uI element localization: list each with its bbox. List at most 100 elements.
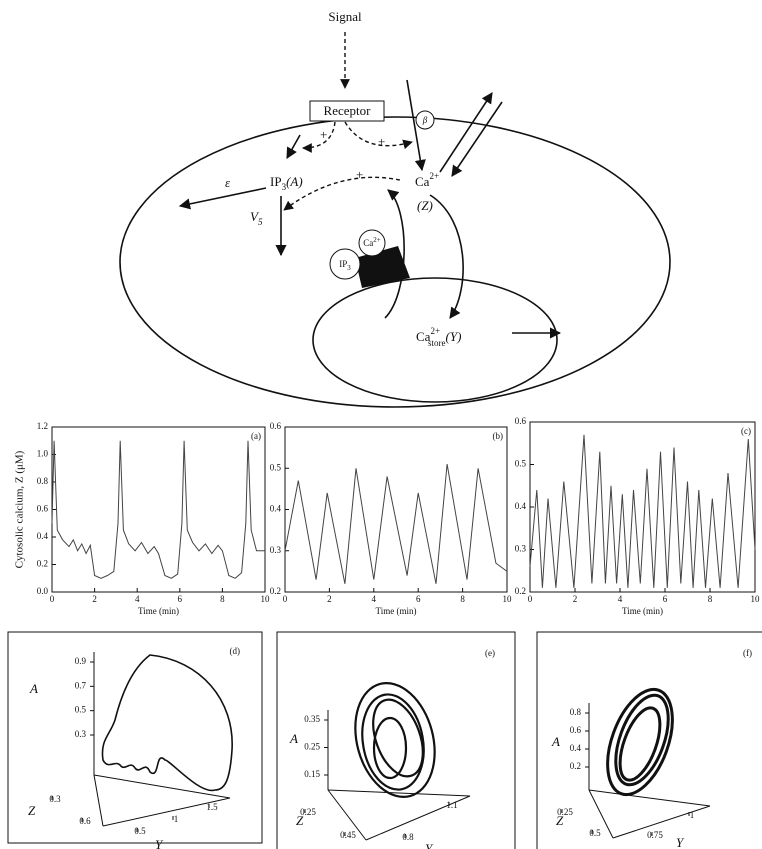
tick-label: 0.45 xyxy=(340,830,356,840)
tick-label: 0.8 xyxy=(402,832,414,842)
tick-label: 0.3 xyxy=(75,729,87,739)
panel-label: (e) xyxy=(485,648,495,658)
t: 2+ xyxy=(430,326,440,336)
tick-label: 0.6 xyxy=(570,725,582,735)
arrow xyxy=(287,135,300,158)
x-tick-label: 0 xyxy=(283,594,288,604)
tick-label: 1 xyxy=(174,814,179,824)
x-tick-label: 0 xyxy=(528,594,533,604)
axis xyxy=(328,790,470,796)
axis-label: Z xyxy=(556,813,564,828)
v5-label: V5 xyxy=(250,209,263,227)
axis xyxy=(94,775,103,826)
axis-label: A xyxy=(289,731,298,746)
x-tick-label: 10 xyxy=(261,594,271,604)
store-label: Ca2+store(Y) xyxy=(416,326,461,348)
panel-label: (a) xyxy=(251,431,261,441)
y-tick-label: 0.6 xyxy=(515,416,527,426)
x-tick-label: 4 xyxy=(135,594,140,604)
tick-label: 0.15 xyxy=(304,769,320,779)
y-tick-label: 0.6 xyxy=(270,421,282,431)
x-axis-label: Time (min) xyxy=(622,606,663,616)
trajectory xyxy=(102,655,232,790)
axis-label: Y xyxy=(425,841,434,849)
tick-label: 0.4 xyxy=(570,743,582,753)
ca-label: Ca2+ xyxy=(415,171,439,189)
t: (Y) xyxy=(446,329,462,344)
axis xyxy=(589,790,710,806)
y-tick-label: 0.2 xyxy=(515,586,526,596)
t: IP xyxy=(339,259,347,269)
x-tick-label: 6 xyxy=(178,594,183,604)
x-tick-label: 10 xyxy=(503,594,513,604)
x-tick-label: 8 xyxy=(708,594,713,604)
tick-label: 0.35 xyxy=(304,714,320,724)
x-tick-label: 6 xyxy=(663,594,668,604)
y-axis-label: Cytosolic calcium, Z (μM) xyxy=(14,450,26,568)
x-tick-label: 2 xyxy=(92,594,97,604)
tick-label: 0.75 xyxy=(647,830,663,840)
t: 2+ xyxy=(373,236,381,244)
series-line xyxy=(52,441,265,579)
z-label: (Z) xyxy=(417,198,433,213)
axis-label: Y xyxy=(676,835,685,849)
x-tick-label: 0 xyxy=(50,594,55,604)
t: Ca xyxy=(415,174,430,189)
y-tick-label: 0.6 xyxy=(37,504,49,514)
x-axis-label: Time (min) xyxy=(376,606,417,616)
figure: Signal Receptor + + β ε IP3(A) + V5 Ca2+… xyxy=(0,0,762,849)
y-tick-label: 0.8 xyxy=(37,476,49,486)
arrow xyxy=(180,188,266,206)
arrow xyxy=(303,122,335,148)
beta: β xyxy=(422,115,428,125)
t: 3 xyxy=(347,264,351,272)
trajectory xyxy=(595,681,685,804)
arrow xyxy=(452,102,502,176)
series-line xyxy=(530,435,755,588)
t: (A) xyxy=(286,174,303,189)
tick-label: 1.5 xyxy=(206,802,218,812)
y-tick-label: 0.4 xyxy=(37,531,49,541)
signal-label: Signal xyxy=(328,9,362,24)
tick-label: 0.6 xyxy=(79,816,91,826)
tick-label: 0.5 xyxy=(75,705,87,715)
tick-label: 0.25 xyxy=(304,742,320,752)
panel-label: (b) xyxy=(493,431,504,441)
phase-frames xyxy=(8,632,762,849)
axis-label: A xyxy=(29,681,38,696)
x-tick-label: 8 xyxy=(460,594,465,604)
t: IP xyxy=(270,174,282,189)
axis-label: Z xyxy=(28,803,36,818)
arrow xyxy=(440,93,492,172)
y-tick-label: 0.3 xyxy=(270,545,282,555)
ip3-label: IP3(A) xyxy=(270,174,303,192)
panel-label: (f) xyxy=(743,648,752,658)
axis xyxy=(366,796,470,840)
t: 2+ xyxy=(429,171,439,181)
y-tick-label: 0.4 xyxy=(515,501,527,511)
tick-label: 0.9 xyxy=(75,656,87,666)
axis-label: Z xyxy=(296,813,304,828)
plus: + xyxy=(378,134,385,149)
tick-label: 0.7 xyxy=(75,680,87,690)
x-tick-label: 4 xyxy=(618,594,623,604)
axis xyxy=(94,775,230,798)
tick-label: 0.5 xyxy=(589,828,601,838)
y-tick-label: 0.4 xyxy=(270,504,282,514)
loop-uptake xyxy=(430,195,463,318)
x-tick-label: 10 xyxy=(751,594,761,604)
x-tick-label: 2 xyxy=(327,594,332,604)
tick-label: 0.5 xyxy=(134,826,146,836)
trajectory xyxy=(343,674,446,806)
x-tick-label: 4 xyxy=(372,594,377,604)
y-tick-label: 0.2 xyxy=(37,559,48,569)
receptor-label: Receptor xyxy=(324,103,372,118)
tick-label: 0.3 xyxy=(49,794,61,804)
x-tick-label: 6 xyxy=(416,594,421,604)
y-tick-label: 1.2 xyxy=(37,421,48,431)
t: 5 xyxy=(258,217,263,227)
y-tick-label: 0.3 xyxy=(515,544,527,554)
series-line xyxy=(285,464,507,584)
tick-label: 0.8 xyxy=(570,707,582,717)
panel-label: (d) xyxy=(230,646,241,656)
